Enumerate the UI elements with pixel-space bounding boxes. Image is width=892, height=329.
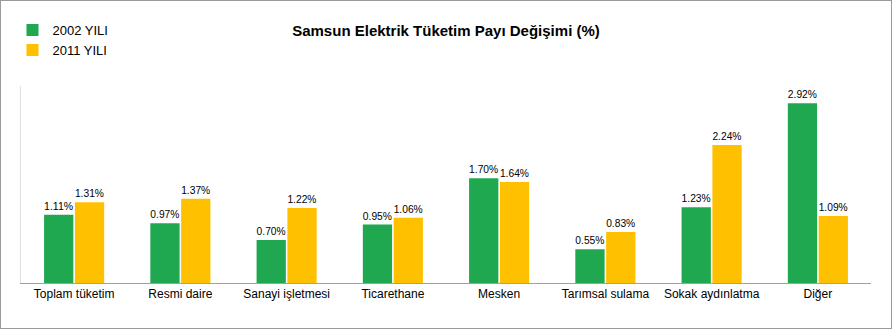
svg-text:1.23%: 1.23% — [682, 193, 711, 204]
svg-text:1.70%: 1.70% — [469, 164, 498, 175]
svg-text:1.06%: 1.06% — [394, 204, 423, 215]
svg-text:Diğer: Diğer — [804, 287, 833, 301]
svg-text:Resmi daire: Resmi daire — [148, 287, 212, 301]
svg-text:Samsun Elektrik Tüketim Payı D: Samsun Elektrik Tüketim Payı Değişimi (%… — [292, 22, 600, 39]
svg-text:0.70%: 0.70% — [257, 226, 286, 237]
svg-text:Ticarethane: Ticarethane — [361, 287, 424, 301]
svg-text:1.09%: 1.09% — [819, 202, 848, 213]
svg-text:0.83%: 0.83% — [606, 218, 635, 229]
svg-text:0.55%: 0.55% — [575, 235, 604, 246]
svg-text:2.24%: 2.24% — [712, 131, 741, 142]
svg-text:2011 YILI: 2011 YILI — [53, 43, 107, 58]
svg-text:2.92%: 2.92% — [788, 89, 817, 100]
svg-text:Sokak aydınlatma: Sokak aydınlatma — [664, 287, 760, 301]
svg-text:0.97%: 0.97% — [150, 209, 179, 220]
svg-text:1.22%: 1.22% — [287, 194, 316, 205]
svg-text:Toplam tüketim: Toplam tüketim — [34, 287, 115, 301]
svg-text:Tarımsal sulama: Tarımsal sulama — [562, 287, 650, 301]
svg-text:1.31%: 1.31% — [75, 188, 104, 199]
svg-text:Sanayi işletmesi: Sanayi işletmesi — [243, 287, 330, 301]
svg-text:1.37%: 1.37% — [181, 185, 210, 196]
svg-text:1.11%: 1.11% — [44, 200, 73, 212]
svg-text:1.64%: 1.64% — [500, 168, 529, 179]
svg-text:Mesken: Mesken — [478, 287, 520, 301]
svg-text:2002 YILI: 2002 YILI — [53, 23, 108, 38]
svg-text:0.95%: 0.95% — [363, 211, 392, 222]
